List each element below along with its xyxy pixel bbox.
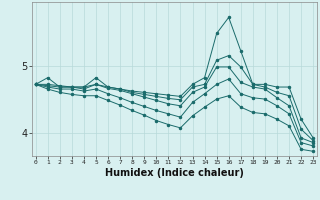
X-axis label: Humidex (Indice chaleur): Humidex (Indice chaleur): [105, 168, 244, 178]
